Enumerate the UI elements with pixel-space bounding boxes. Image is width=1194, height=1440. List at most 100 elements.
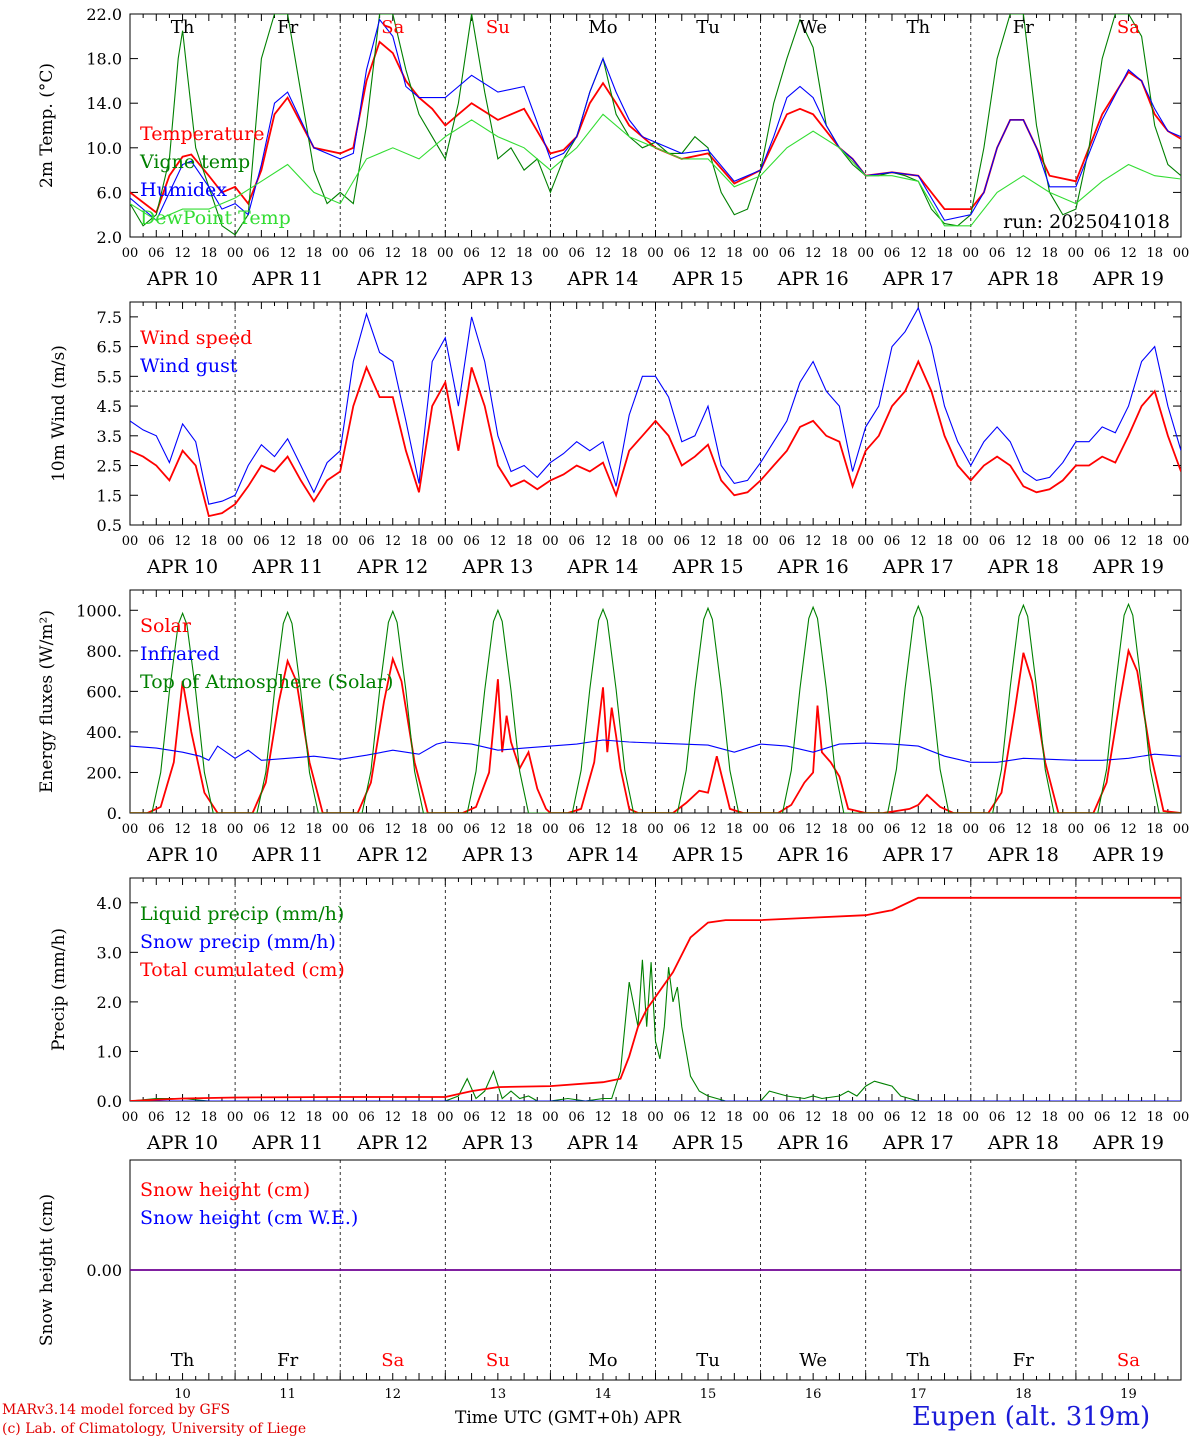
hour-tick-label: 12 xyxy=(910,822,927,837)
hour-tick-label: 00 xyxy=(647,534,664,549)
hour-tick-label: 00 xyxy=(332,1110,349,1125)
y-tick-label: 2.0 xyxy=(97,228,122,247)
hour-tick-label: 00 xyxy=(1068,534,1085,549)
y-axis-label: Energy fluxes (W/m²) xyxy=(37,610,57,793)
hour-tick-label: 06 xyxy=(253,246,270,261)
hour-tick-label: 06 xyxy=(989,822,1006,837)
hour-tick-label: 06 xyxy=(884,246,901,261)
hour-tick-label: 06 xyxy=(148,534,165,549)
legend-entry: Wind gust xyxy=(140,355,238,377)
date-label: APR 11 xyxy=(251,268,323,290)
hour-tick-label: 00 xyxy=(1068,246,1085,261)
hour-tick-label: 18 xyxy=(1146,534,1163,549)
date-label: APR 10 xyxy=(146,1132,218,1154)
hour-tick-label: 12 xyxy=(700,246,717,261)
hour-tick-label: 12 xyxy=(910,246,927,261)
hour-tick-label: 00 xyxy=(752,534,769,549)
date-label: APR 18 xyxy=(987,556,1059,578)
hour-tick-label: 06 xyxy=(463,1110,480,1125)
hour-tick-label: 18 xyxy=(1041,534,1058,549)
hour-tick-label: 00 xyxy=(437,246,454,261)
legend-entry: Solar xyxy=(140,615,192,637)
hour-tick-label: 12 xyxy=(700,822,717,837)
hour-tick-label: 12 xyxy=(700,1110,717,1125)
station-name: Eupen (alt. 319m) xyxy=(912,1402,1151,1432)
hour-tick-label: 06 xyxy=(1094,246,1111,261)
hour-tick-label: 18 xyxy=(726,534,743,549)
hour-tick-label: 00 xyxy=(647,822,664,837)
legend-entry: Temperature xyxy=(140,123,264,145)
day-of-week-label: Mo xyxy=(588,1350,617,1371)
hour-tick-label: 06 xyxy=(568,1110,585,1125)
date-label: APR 10 xyxy=(146,268,218,290)
hour-tick-label: 06 xyxy=(568,534,585,549)
hour-tick-label: 00 xyxy=(1173,1110,1190,1125)
hour-tick-label: 00 xyxy=(963,534,980,549)
hour-tick-label: 12 xyxy=(384,534,401,549)
hour-tick-label: 12 xyxy=(490,1110,507,1125)
hour-tick-label: 00 xyxy=(122,1110,139,1125)
hour-tick-label: 00 xyxy=(227,534,244,549)
hour-tick-label: 00 xyxy=(542,246,559,261)
legend-entry: Vigne temp xyxy=(139,151,250,173)
hour-tick-label: 12 xyxy=(805,534,822,549)
legend-entry: DewPoint Temp xyxy=(140,207,291,229)
date-label: APR 15 xyxy=(672,1132,744,1154)
y-tick-label: 22.0 xyxy=(86,5,122,24)
hour-tick-label: 12 xyxy=(700,534,717,549)
run-annotation: run: 2025041018 xyxy=(1003,211,1170,233)
y-tick-label: 2.0 xyxy=(97,993,122,1012)
date-label: APR 12 xyxy=(356,1132,428,1154)
legend-entry: Infrared xyxy=(140,643,220,665)
hour-tick-label: 06 xyxy=(148,1110,165,1125)
day-of-week-label: We xyxy=(799,1350,827,1371)
hour-tick-label: 18 xyxy=(201,1110,218,1125)
day-number-label: 15 xyxy=(700,1387,717,1402)
hour-tick-label: 00 xyxy=(332,534,349,549)
series-infrared xyxy=(130,739,1181,763)
day-number-label: 12 xyxy=(384,1387,401,1402)
date-label: APR 15 xyxy=(672,268,744,290)
hour-tick-label: 12 xyxy=(805,822,822,837)
hour-tick-label: 06 xyxy=(884,534,901,549)
hour-tick-label: 18 xyxy=(516,534,533,549)
day-of-week-label: Th xyxy=(906,1350,930,1371)
hour-tick-label: 18 xyxy=(936,246,953,261)
hour-tick-label: 18 xyxy=(831,822,848,837)
y-tick-label: 0.0 xyxy=(97,1092,122,1111)
hour-tick-label: 00 xyxy=(332,246,349,261)
date-label: APR 19 xyxy=(1092,556,1164,578)
hour-tick-label: 06 xyxy=(463,246,480,261)
series-liquid-precip-mm-h- xyxy=(130,959,1181,1101)
hour-tick-label: 06 xyxy=(253,822,270,837)
date-label: APR 13 xyxy=(461,844,533,866)
day-number-label: 18 xyxy=(1015,1387,1032,1402)
hour-tick-label: 18 xyxy=(306,822,323,837)
date-label: APR 14 xyxy=(566,844,638,866)
y-tick-label: 7.5 xyxy=(97,308,122,327)
hour-tick-label: 06 xyxy=(674,534,691,549)
day-of-week-label: Sa xyxy=(1117,17,1140,38)
day-of-week-label: Sa xyxy=(381,1350,404,1371)
hour-tick-label: 18 xyxy=(411,822,428,837)
hour-tick-label: 06 xyxy=(779,1110,796,1125)
hour-tick-label: 12 xyxy=(805,246,822,261)
hour-tick-label: 12 xyxy=(1015,534,1032,549)
legend-entry: Top of Atmosphere (Solar) xyxy=(140,671,393,693)
hour-tick-label: 00 xyxy=(122,246,139,261)
date-label: APR 19 xyxy=(1092,268,1164,290)
hour-tick-label: 18 xyxy=(411,246,428,261)
hour-tick-label: 12 xyxy=(595,246,612,261)
hour-tick-label: 18 xyxy=(1146,246,1163,261)
hour-tick-label: 18 xyxy=(621,1110,638,1125)
hour-tick-label: 18 xyxy=(516,1110,533,1125)
panel-frame-1 xyxy=(129,301,1182,526)
series-vigne-temp xyxy=(130,14,1181,236)
date-label: APR 13 xyxy=(461,268,533,290)
date-label: APR 18 xyxy=(987,844,1059,866)
date-label: APR 14 xyxy=(566,556,638,578)
hour-tick-label: 12 xyxy=(174,1110,191,1125)
hour-tick-label: 12 xyxy=(174,246,191,261)
y-tick-label: 600. xyxy=(86,682,122,701)
hour-tick-label: 12 xyxy=(1120,1110,1137,1125)
